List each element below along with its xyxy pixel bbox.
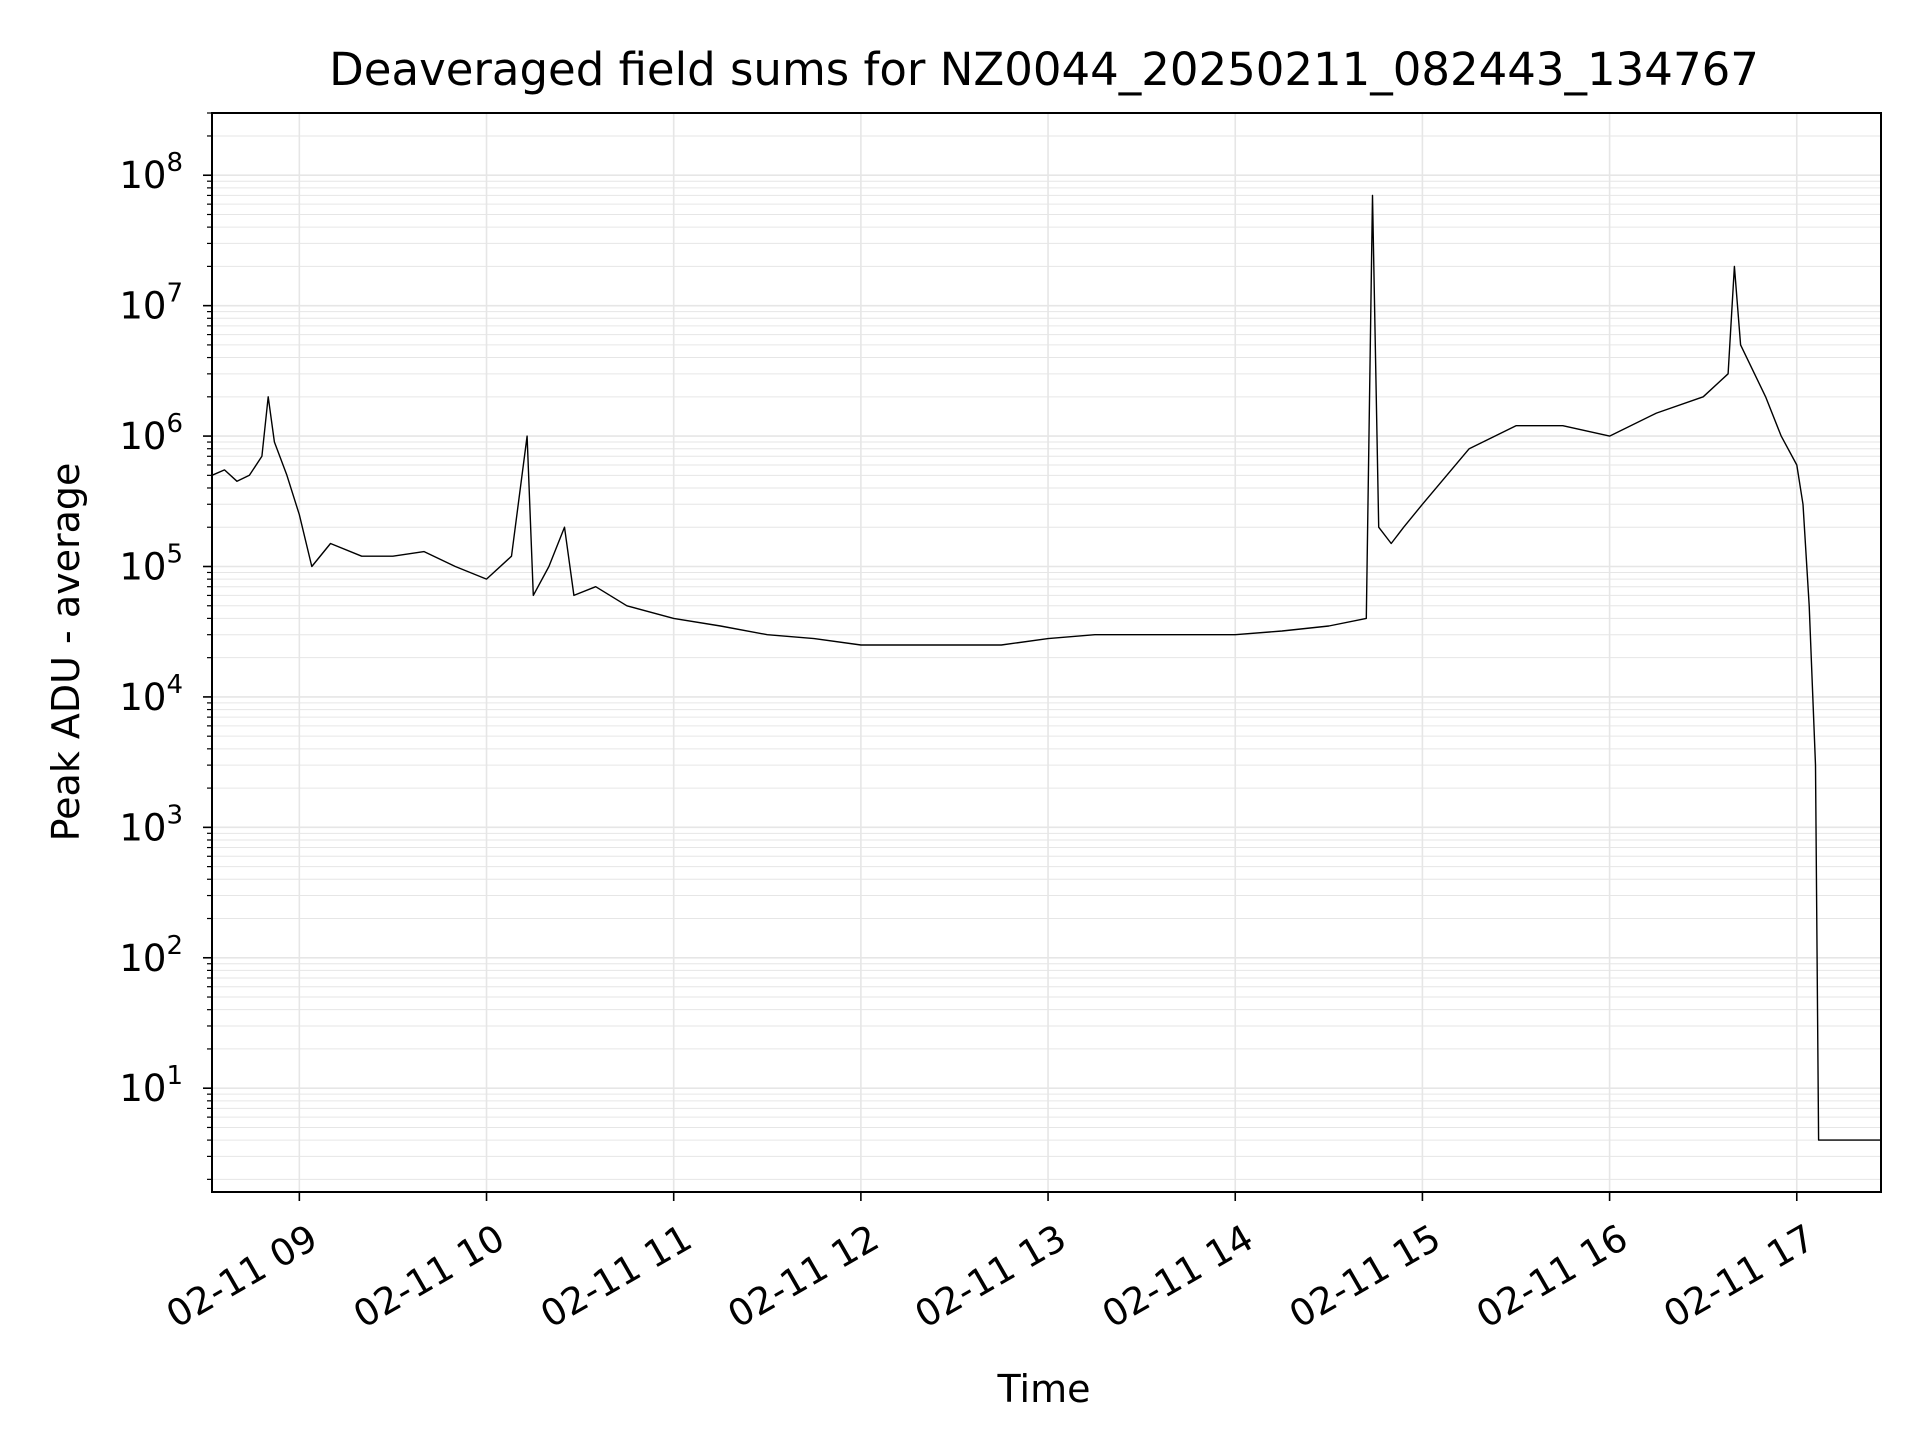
series-line bbox=[211, 194, 1881, 1141]
chart-title: Deaveraged field sums for NZ0044_2025021… bbox=[329, 43, 1759, 96]
y-tick-label: 102 bbox=[119, 931, 183, 980]
y-tick-label: 101 bbox=[119, 1061, 183, 1110]
y-tick-label: 108 bbox=[119, 148, 183, 197]
y-tick-label: 107 bbox=[119, 279, 183, 328]
y-axis-label: Peak ADU - average bbox=[44, 463, 88, 842]
y-tick-label: 104 bbox=[119, 670, 183, 719]
grid bbox=[212, 112, 1881, 1192]
x-axis-label: Time bbox=[997, 1367, 1091, 1411]
y-tick-label: 103 bbox=[119, 800, 183, 849]
y-tick-label: 105 bbox=[119, 540, 183, 589]
y-tick-label: 106 bbox=[119, 409, 183, 458]
plot-frame bbox=[211, 112, 1882, 1193]
